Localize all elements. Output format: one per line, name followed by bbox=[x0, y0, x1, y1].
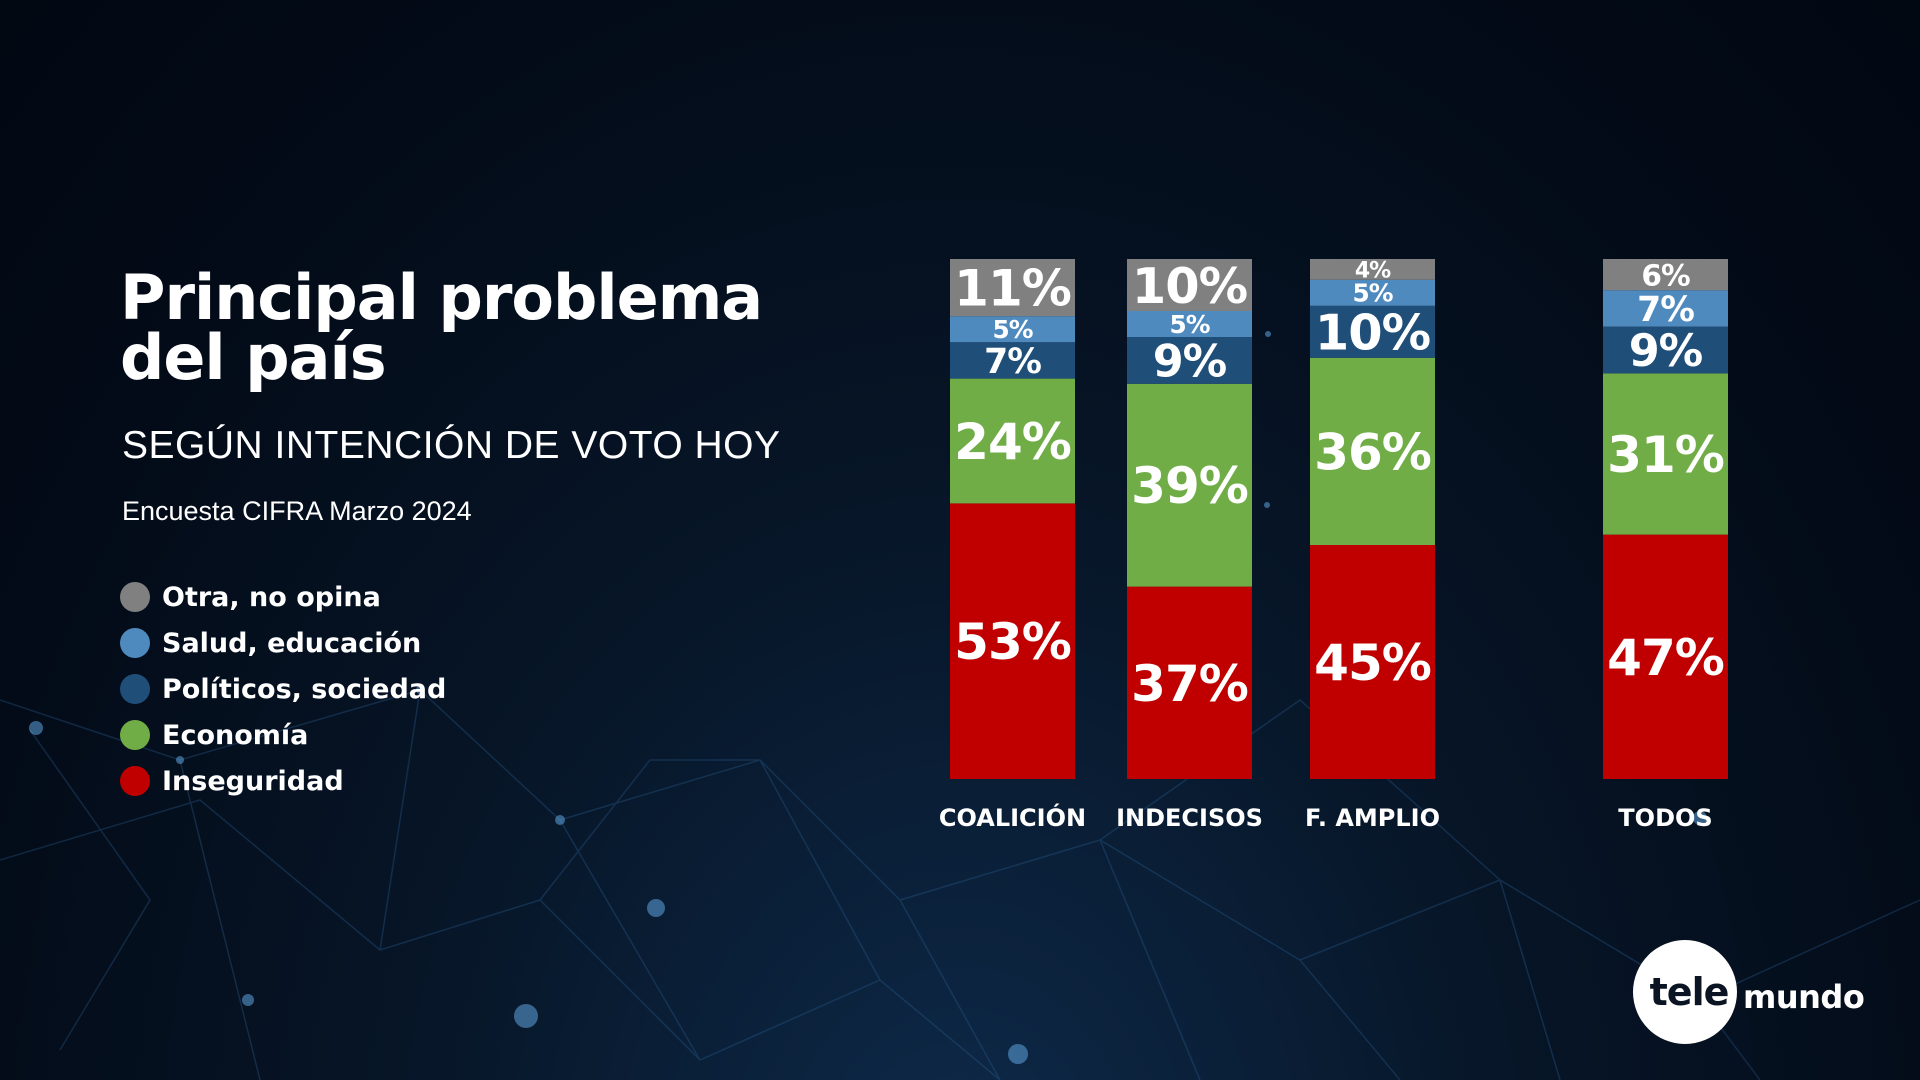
bar-segment bbox=[1127, 337, 1252, 384]
bar-segment bbox=[1603, 373, 1728, 535]
data-label: 10% bbox=[1132, 257, 1247, 315]
legend-item-politicos: Políticos, sociedad bbox=[120, 666, 446, 712]
legend-label: Economía bbox=[162, 719, 309, 751]
legend-item-inseguridad: Inseguridad bbox=[120, 758, 446, 804]
data-label: 5% bbox=[1353, 279, 1393, 308]
data-label: 7% bbox=[984, 342, 1041, 382]
data-label: 45% bbox=[1314, 634, 1431, 692]
data-label: 7% bbox=[1637, 290, 1694, 330]
data-label: 5% bbox=[993, 315, 1033, 344]
data-label: 9% bbox=[1629, 326, 1703, 377]
bar-segment bbox=[950, 378, 1075, 504]
legend-dot-icon bbox=[120, 766, 150, 796]
logo-circle bbox=[1633, 940, 1737, 1044]
legend-item-economia: Economía bbox=[120, 712, 446, 758]
logo-text-mundo: mundo bbox=[1743, 978, 1865, 1016]
bar-segment bbox=[1603, 290, 1728, 327]
bar-segment bbox=[1603, 326, 1728, 374]
legend-label: Políticos, sociedad bbox=[162, 673, 447, 705]
legend-dot-icon bbox=[120, 582, 150, 612]
data-label: 31% bbox=[1607, 426, 1724, 484]
source-note: Encuesta CIFRA Marzo 2024 bbox=[122, 496, 472, 526]
bar-segment bbox=[1127, 259, 1252, 311]
legend-item-otra: Otra, no opina bbox=[120, 574, 446, 620]
bar-todos: 47% 31% 9%7%6% TODOS bbox=[1603, 258, 1728, 832]
data-label: 53% bbox=[954, 613, 1071, 671]
subtitle: SEGÚN INTENCIÓN DE VOTO HOY bbox=[122, 424, 781, 467]
title-line-1: Principal problema bbox=[120, 261, 763, 334]
bar-segment bbox=[1127, 311, 1252, 337]
bar-indecisos: 37% 39% 9%5%10% INDECISOS bbox=[1116, 257, 1263, 832]
data-label: 39% bbox=[1131, 457, 1248, 515]
legend-dot-icon bbox=[120, 674, 150, 704]
legend-dot-icon bbox=[120, 628, 150, 658]
data-label: 11% bbox=[954, 260, 1071, 318]
telemundo-logo: tele mundo bbox=[1633, 940, 1893, 1046]
legend: Otra, no opina Salud, educación Político… bbox=[120, 574, 446, 804]
legend-dot-icon bbox=[120, 720, 150, 750]
bar-segment bbox=[950, 342, 1075, 379]
bar-coalicin: 53% 24% 7%5%11% COALICIÓN bbox=[939, 259, 1086, 832]
bar-segment bbox=[1310, 545, 1435, 779]
data-label: 5% bbox=[1170, 310, 1210, 339]
data-label: 36% bbox=[1314, 423, 1431, 481]
bar-segment bbox=[1310, 305, 1435, 358]
category-label: F. AMPLIO bbox=[1305, 804, 1440, 832]
bar-segment bbox=[950, 259, 1075, 317]
data-label: 4% bbox=[1355, 258, 1391, 283]
data-label: 37% bbox=[1131, 655, 1248, 713]
bar-segment bbox=[1310, 259, 1435, 280]
bar-segment bbox=[1310, 357, 1435, 545]
category-label: COALICIÓN bbox=[939, 802, 1086, 832]
bar-famplio: 45% 36% 10%5%4% F. AMPLIO bbox=[1305, 258, 1440, 832]
title-line-2: del país bbox=[120, 321, 387, 394]
page-title: Principal problema del país bbox=[120, 267, 763, 389]
data-label: 9% bbox=[1153, 336, 1227, 387]
bar-segment bbox=[950, 316, 1075, 343]
legend-label: Salud, educación bbox=[162, 627, 422, 659]
data-label: 6% bbox=[1641, 258, 1690, 292]
bar-segment bbox=[1127, 383, 1252, 587]
data-label: 10% bbox=[1315, 304, 1430, 362]
bar-segment bbox=[1127, 586, 1252, 779]
bar-segment bbox=[1310, 279, 1435, 306]
logo-text-tele: tele bbox=[1649, 970, 1730, 1014]
bar-segment bbox=[1603, 259, 1728, 291]
category-label: INDECISOS bbox=[1116, 804, 1263, 832]
bar-segment bbox=[950, 503, 1075, 779]
category-label: TODOS bbox=[1618, 804, 1712, 832]
legend-label: Inseguridad bbox=[162, 765, 344, 797]
legend-item-salud: Salud, educación bbox=[120, 620, 446, 666]
data-label: 47% bbox=[1607, 629, 1724, 687]
bar-segment bbox=[1603, 534, 1728, 779]
legend-label: Otra, no opina bbox=[162, 581, 381, 613]
data-label: 24% bbox=[954, 413, 1071, 471]
